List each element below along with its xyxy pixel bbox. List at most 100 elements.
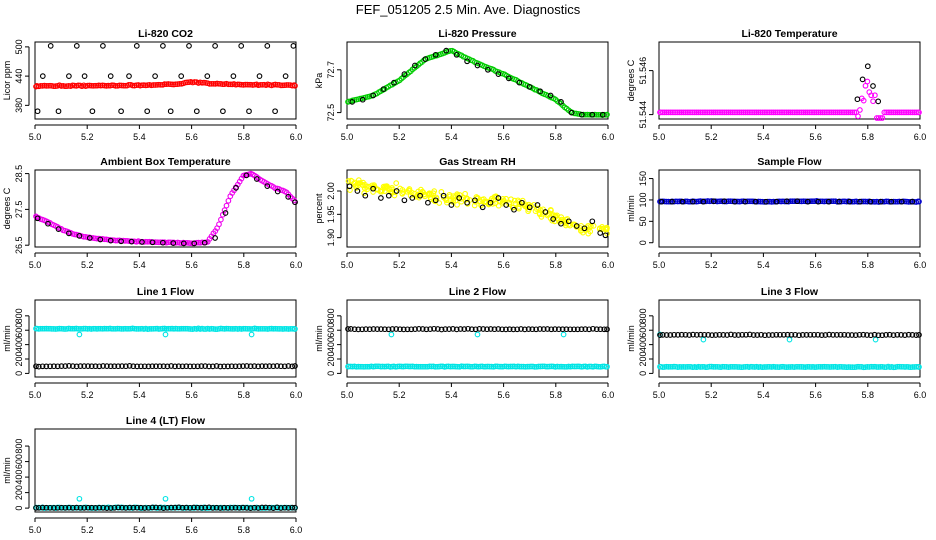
data-point [62,504,69,511]
data-point [176,325,183,332]
data-point [754,332,761,338]
data-point [152,239,159,245]
data-point [728,331,734,338]
data-point [194,504,201,511]
data-point [39,325,46,332]
y-tick-label: 600 [638,323,648,338]
data-point [542,209,549,215]
data-point [266,325,273,332]
data-point [849,198,856,205]
data-point [682,331,689,338]
data-point [444,199,450,206]
y-tick-label: 800 [638,308,648,323]
data-point [49,326,55,332]
data-point [243,172,250,179]
data-point [377,363,384,370]
data-point [47,43,54,49]
data-point [47,82,53,89]
data-point [868,363,875,370]
data-point [90,82,97,89]
data-point [289,325,296,332]
data-point [560,331,567,338]
data-point [374,326,381,332]
data-point [511,206,517,213]
data-point [885,109,891,116]
data-point [116,82,123,89]
data-point [682,198,689,205]
data-point [73,504,80,511]
data-point [104,363,110,369]
data-point [550,212,557,218]
x-tick-label: 5.8 [862,390,875,400]
data-point [41,325,48,332]
data-point [505,363,512,370]
data-point [894,109,901,116]
x-tick-label: 5.6 [497,390,510,400]
data-point [67,325,74,332]
data-point [471,363,478,370]
data-point [274,363,280,369]
x-tick-label: 5.6 [809,390,822,400]
data-point [62,326,68,332]
data-point [107,363,114,370]
series-line-flow-low- [33,363,298,370]
data-point [916,332,922,338]
data-point [172,504,178,511]
data-point [141,363,148,370]
data-point [738,198,745,205]
data-point [193,108,200,115]
x-tick-label: 5.6 [809,260,822,270]
data-point [178,325,185,332]
data-point [92,363,99,370]
data-point [355,326,362,333]
x-tick-label: 5.2 [393,132,406,142]
data-point [688,109,694,116]
data-point [259,325,266,332]
data-point [729,363,736,370]
data-point [857,198,863,205]
data-point [526,84,533,90]
data-point [150,325,157,332]
data-point [712,364,719,370]
y-tick-label: 500 [14,39,24,54]
data-point [408,189,415,196]
data-point [578,326,585,333]
data-point [407,363,414,370]
data-point [457,326,464,332]
data-point [228,504,235,511]
data-point [667,109,674,116]
data-point [579,111,585,118]
data-point [565,218,572,225]
y-tick-label: 100 [638,192,648,207]
data-point [719,109,726,116]
data-point [453,51,460,58]
data-point [126,325,132,332]
data-point [705,332,712,338]
data-point [370,326,377,332]
data-point [139,239,145,245]
plot-frame [346,299,609,378]
data-point [50,83,57,90]
data-point [872,336,879,343]
data-point [225,363,231,370]
data-point [401,197,408,204]
data-point [548,207,554,214]
y-axis-label: ml/min [2,457,12,484]
series-2-5-min-average [854,63,882,105]
x-tick-label: 6.0 [602,390,615,400]
data-point [751,109,758,116]
data-point [913,363,920,370]
x-tick-label: 5.2 [705,132,718,142]
data-point [122,505,129,511]
data-point [887,109,893,116]
data-point [146,238,153,245]
y-tick-label: 0 [14,506,24,511]
y-tick-label: 51.546 [638,57,648,85]
data-point [432,197,439,204]
data-point [183,504,190,511]
data-point [247,363,254,370]
data-point [799,332,806,338]
data-point [531,201,537,208]
data-point [461,326,468,332]
data-point [495,326,502,332]
